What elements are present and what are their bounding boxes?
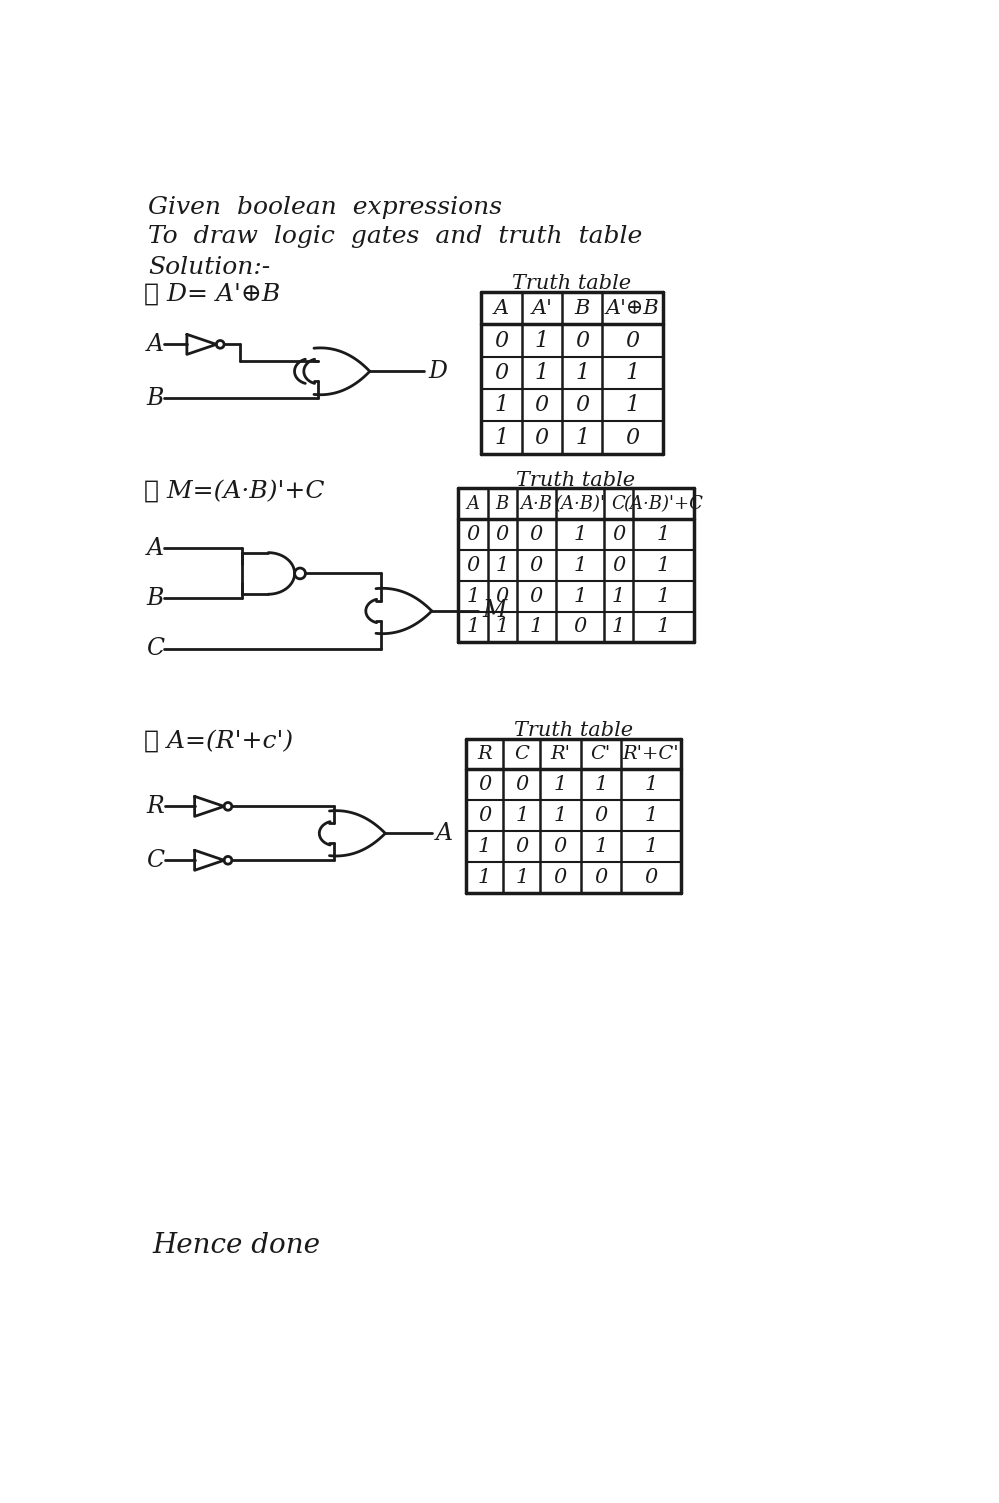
- Text: M: M: [483, 600, 506, 622]
- Text: 0: 0: [553, 837, 567, 855]
- Circle shape: [217, 341, 224, 349]
- Text: 0: 0: [612, 556, 625, 574]
- Text: 1: 1: [573, 525, 586, 544]
- Text: Hence done: Hence done: [152, 1232, 320, 1260]
- Text: 0: 0: [478, 806, 492, 825]
- Text: 0: 0: [515, 837, 528, 855]
- Text: 1: 1: [495, 427, 508, 448]
- Text: 0: 0: [496, 586, 508, 606]
- Text: 0: 0: [644, 867, 657, 887]
- Text: 0: 0: [534, 427, 548, 448]
- Text: A: A: [147, 537, 164, 561]
- Text: 1: 1: [467, 586, 480, 606]
- Text: 1: 1: [625, 394, 639, 416]
- Text: 1: 1: [478, 867, 492, 887]
- Text: 1: 1: [495, 394, 508, 416]
- Text: 1: 1: [644, 837, 657, 855]
- Text: C': C': [590, 745, 610, 764]
- Text: 0: 0: [467, 525, 480, 544]
- Text: 0: 0: [496, 525, 508, 544]
- Text: 1: 1: [575, 427, 589, 448]
- Text: A': A': [531, 299, 552, 317]
- Text: 0: 0: [575, 329, 589, 352]
- Text: 1: 1: [573, 586, 586, 606]
- Text: 0: 0: [534, 394, 548, 416]
- Text: Solution:-: Solution:-: [148, 256, 271, 280]
- Text: 1: 1: [612, 618, 625, 636]
- Text: 1: 1: [496, 556, 508, 574]
- Text: 0: 0: [529, 586, 543, 606]
- Text: 0: 0: [573, 618, 586, 636]
- Text: 1: 1: [594, 776, 607, 794]
- Text: A: A: [147, 332, 164, 356]
- Text: 1: 1: [534, 362, 548, 383]
- Text: A·B: A·B: [520, 494, 552, 513]
- Text: 1: 1: [644, 806, 657, 825]
- Text: C: C: [611, 494, 625, 513]
- Text: 0: 0: [625, 329, 639, 352]
- Text: 1: 1: [657, 556, 670, 574]
- Text: 1: 1: [657, 618, 670, 636]
- Text: 0: 0: [553, 867, 567, 887]
- Text: Truth table: Truth table: [512, 275, 631, 293]
- Text: A: A: [436, 822, 453, 845]
- Text: R'+C': R'+C': [622, 745, 679, 764]
- Text: D: D: [428, 359, 447, 383]
- Text: B: B: [147, 386, 164, 410]
- Text: 0: 0: [612, 525, 625, 544]
- Text: ③ A=(R'+c'): ③ A=(R'+c'): [144, 729, 294, 753]
- Text: R: R: [478, 745, 492, 764]
- Text: 1: 1: [657, 586, 670, 606]
- Text: 0: 0: [575, 394, 589, 416]
- Text: Truth table: Truth table: [514, 721, 633, 739]
- Text: 1: 1: [534, 329, 548, 352]
- Text: 0: 0: [495, 362, 508, 383]
- Text: 1: 1: [594, 837, 607, 855]
- Text: 1: 1: [575, 362, 589, 383]
- Text: C: C: [147, 849, 165, 872]
- Text: 1: 1: [625, 362, 639, 383]
- Text: R: R: [147, 795, 164, 818]
- Text: (A·B)'+C: (A·B)'+C: [623, 494, 703, 513]
- Text: 0: 0: [515, 776, 528, 794]
- Text: B: B: [496, 494, 508, 513]
- Text: 1: 1: [573, 556, 586, 574]
- Text: 0: 0: [495, 329, 508, 352]
- Text: 1: 1: [657, 525, 670, 544]
- Text: B: B: [574, 299, 589, 317]
- Text: 0: 0: [478, 776, 492, 794]
- Text: Truth table: Truth table: [516, 470, 635, 490]
- Text: B: B: [147, 588, 164, 610]
- Text: C: C: [514, 745, 529, 764]
- Text: C: C: [147, 637, 165, 660]
- Text: 1: 1: [612, 586, 625, 606]
- Text: 1: 1: [553, 776, 567, 794]
- Text: A: A: [494, 299, 509, 317]
- Text: 0: 0: [467, 556, 480, 574]
- Text: R': R': [550, 745, 570, 764]
- Text: 1: 1: [515, 867, 528, 887]
- Text: 0: 0: [529, 525, 543, 544]
- Text: 1: 1: [496, 618, 508, 636]
- Text: 1: 1: [467, 618, 480, 636]
- Text: A: A: [467, 494, 480, 513]
- Text: 0: 0: [529, 556, 543, 574]
- Text: (A·B)': (A·B)': [554, 494, 605, 513]
- Text: Given  boolean  expressions: Given boolean expressions: [148, 195, 502, 219]
- Text: A'⊕B: A'⊕B: [605, 299, 659, 317]
- Circle shape: [224, 803, 232, 810]
- Text: 0: 0: [594, 867, 607, 887]
- Text: 0: 0: [625, 427, 639, 448]
- Text: 1: 1: [529, 618, 543, 636]
- Circle shape: [295, 568, 306, 579]
- Text: ① D= A'⊕B: ① D= A'⊕B: [144, 283, 281, 305]
- Text: 1: 1: [553, 806, 567, 825]
- Text: 1: 1: [644, 776, 657, 794]
- Text: 1: 1: [478, 837, 492, 855]
- Text: 1: 1: [515, 806, 528, 825]
- Text: ② M=(A·B)'+C: ② M=(A·B)'+C: [144, 479, 325, 502]
- Text: 0: 0: [594, 806, 607, 825]
- Circle shape: [224, 857, 232, 864]
- Text: To  draw  logic  gates  and  truth  table: To draw logic gates and truth table: [148, 225, 642, 248]
